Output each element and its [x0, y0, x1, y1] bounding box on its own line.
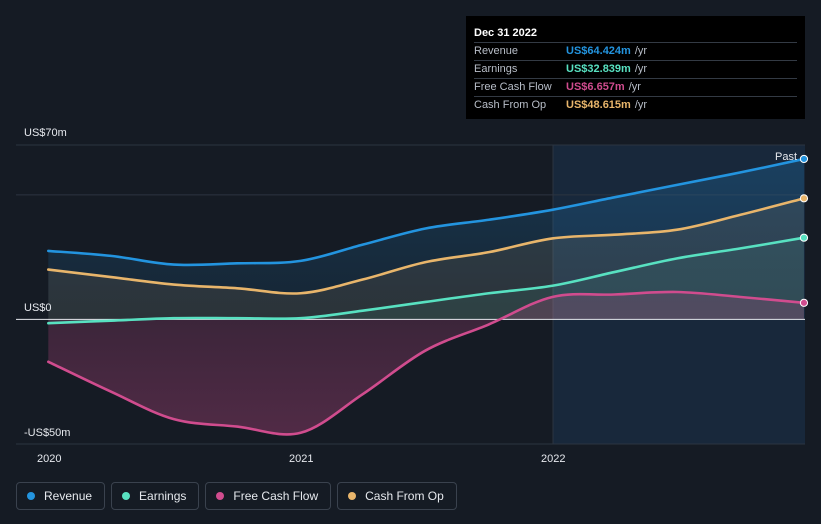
data-tooltip: Dec 31 2022 Revenue US$64.424m /yr Earni… [466, 16, 805, 119]
tooltip-unit: /yr [634, 99, 648, 111]
cash-from-op-end-point [799, 194, 809, 203]
legend-label: Earnings [139, 489, 187, 503]
revenue-line [47, 157, 806, 267]
x-tick-2020: 2020 [37, 453, 61, 465]
y-label-top: US$70m [24, 127, 67, 139]
tooltip-row-cash-from-op: Cash From Op US$48.615m /yr [474, 97, 797, 114]
tooltip-unit: /yr [634, 45, 648, 57]
tooltip-value: US$64.424m [566, 45, 631, 57]
y-label-zero: US$0 [24, 302, 52, 314]
cash-from-op-line [47, 197, 806, 295]
tooltip-row-revenue: Revenue US$64.424m /yr [474, 43, 797, 61]
revenue-dot-icon [27, 492, 35, 500]
tooltip-name: Cash From Op [474, 99, 547, 111]
earnings-line [47, 236, 806, 325]
tooltip-value: US$32.839m [566, 63, 631, 75]
revenue-end-point [799, 154, 809, 164]
past-label: Past [775, 151, 797, 163]
legend-item-free-cash-flow[interactable]: Free Cash Flow [205, 482, 332, 510]
legend-item-earnings[interactable]: Earnings [111, 482, 200, 510]
tooltip-date: Dec 31 2022 [474, 24, 797, 43]
free-cash-flow-end-point [799, 298, 809, 307]
tooltip-value: US$6.657m [566, 81, 625, 93]
x-tick-2021: 2021 [289, 453, 313, 465]
free-cash-flow-line [47, 290, 806, 436]
legend-label: Cash From Op [365, 489, 444, 503]
tooltip-name: Free Cash Flow [474, 81, 552, 93]
grid-lines [16, 144, 805, 445]
free-cash-flow-dot-icon [216, 492, 225, 500]
legend: Revenue Earnings Free Cash Flow Cash Fro… [16, 482, 457, 512]
legend-label: Free Cash Flow [233, 489, 319, 503]
tooltip-value: US$48.615m [566, 99, 631, 111]
legend-item-revenue[interactable]: Revenue [16, 482, 106, 510]
earnings-end-point [799, 233, 809, 242]
cash-from-op-dot-icon [348, 492, 357, 500]
series-lines [47, 157, 806, 436]
tooltip-unit: /yr [634, 63, 648, 75]
earnings-dot-icon [122, 492, 131, 500]
tooltip-name: Revenue [474, 45, 519, 57]
tooltip-name: Earnings [474, 63, 518, 75]
tooltip-unit: /yr [628, 81, 641, 93]
series-end-dots [799, 154, 809, 307]
y-label-bottom: -US$50m [24, 427, 70, 439]
legend-item-cash-from-op[interactable]: Cash From Op [337, 482, 457, 510]
legend-label: Revenue [44, 489, 93, 503]
tooltip-row-earnings: Earnings US$32.839m /yr [474, 61, 797, 79]
tooltip-row-free-cash-flow: Free Cash Flow US$6.657m /yr [474, 79, 797, 97]
revenue-area [48, 158, 804, 320]
x-tick-2022: 2022 [541, 453, 565, 465]
free-cash-flow-area [48, 291, 804, 435]
